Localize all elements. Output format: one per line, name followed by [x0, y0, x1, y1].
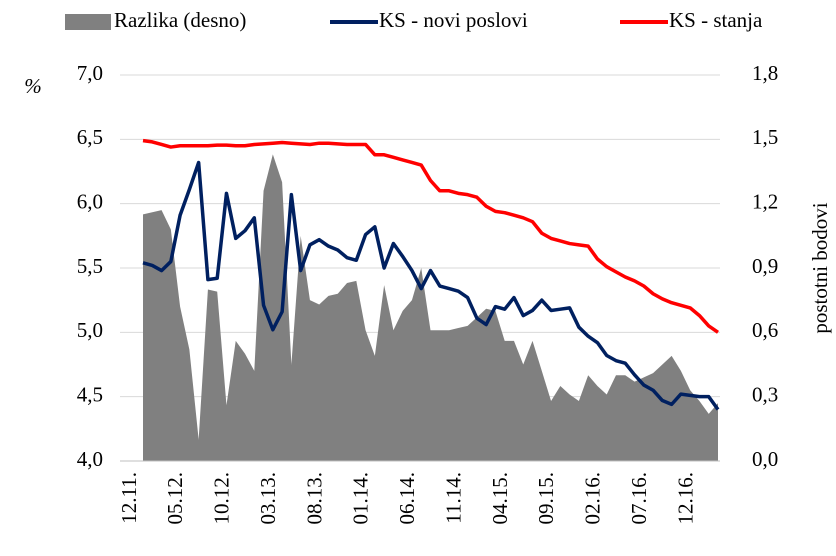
y2-tick-label: 0,0	[752, 447, 778, 471]
y-tick-label: 4,5	[77, 382, 103, 406]
x-tick-label: 10.12.	[210, 472, 234, 525]
x-tick-label: 02.16.	[581, 472, 605, 525]
y2-tick-label: 0,9	[752, 254, 778, 278]
y-tick-label: 6,5	[77, 125, 103, 149]
x-tick-label: 09.15.	[534, 472, 558, 525]
y-axis-label: %	[24, 74, 42, 98]
x-tick-label: 08.13.	[302, 472, 326, 525]
y2-axis-label: postotni bodovi	[808, 202, 832, 333]
x-tick-label: 11.14.	[441, 472, 465, 524]
x-tick-label: 01.14.	[349, 472, 373, 525]
x-tick-label: 07.16.	[627, 472, 651, 525]
legend-label: KS - novi poslovi	[379, 8, 528, 32]
x-tick-label: 12.11.	[117, 472, 141, 524]
x-tick-label: 06.14.	[395, 472, 419, 525]
x-tick-label: 05.12.	[163, 472, 187, 525]
y-tick-label: 6,0	[77, 189, 103, 213]
y-tick-label: 7,0	[77, 61, 103, 85]
area	[143, 154, 718, 461]
x-tick-label: 12.16.	[673, 472, 697, 525]
line	[142, 138, 719, 334]
y-tick-label: 5,5	[77, 254, 103, 278]
y2-tick-label: 0,6	[752, 318, 778, 342]
line	[142, 160, 720, 411]
y2-tick-label: 1,2	[752, 189, 778, 213]
y-tick-label: 4,0	[77, 447, 103, 471]
y-tick-label: 5,0	[77, 318, 103, 342]
y2-tick-label: 1,8	[752, 61, 778, 85]
legend-label: KS - stanja	[669, 8, 763, 32]
x-tick-label: 04.15.	[488, 472, 512, 524]
x-tick-label: 03.13.	[256, 472, 280, 525]
legend-label: Razlika (desno)	[114, 8, 246, 32]
y2-tick-label: 1,5	[752, 125, 778, 149]
y2-tick-label: 0,3	[752, 382, 778, 406]
legend-swatch	[65, 14, 111, 30]
